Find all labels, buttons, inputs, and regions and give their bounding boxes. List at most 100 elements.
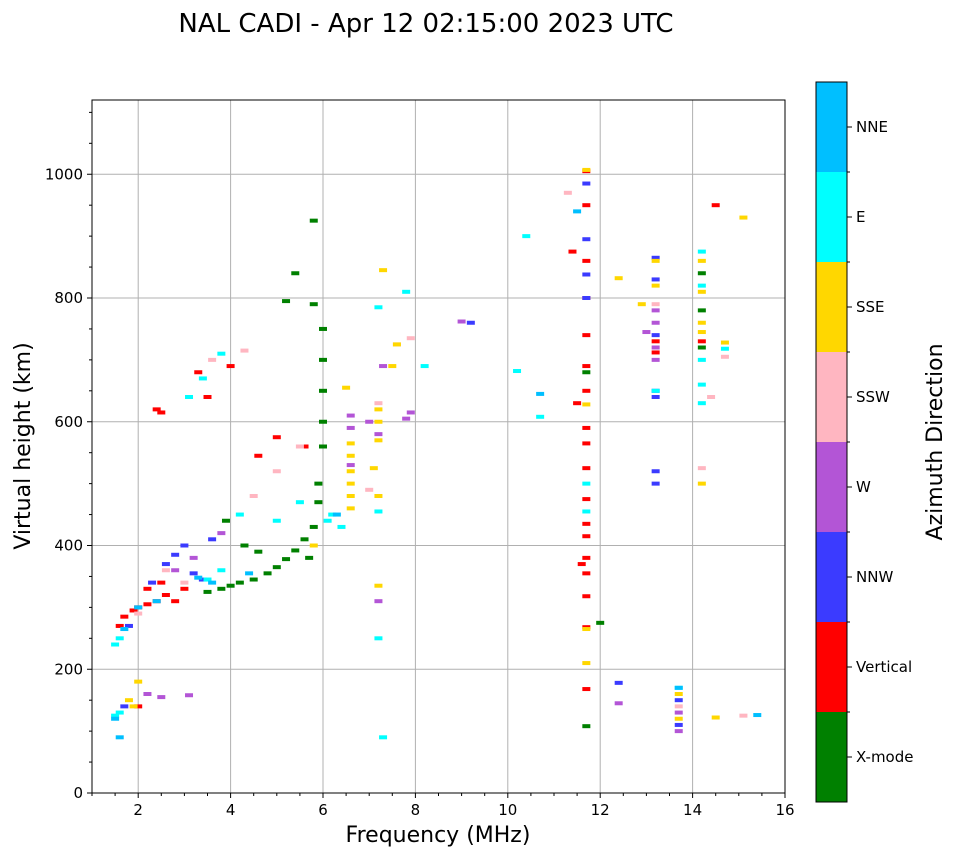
colorbar-segment [816,532,847,622]
data-point [707,395,716,399]
data-point [342,385,351,390]
data-point [291,271,300,276]
series-sse [124,167,748,721]
data-point [379,268,388,273]
data-point [374,599,383,604]
data-point [203,395,212,399]
y-axis-label: Virtual height (km) [11,342,36,549]
data-point [582,534,591,539]
data-point [651,258,660,263]
data-point [720,340,729,345]
data-point [161,568,170,573]
data-point [582,661,591,666]
data-point [637,302,646,307]
data-point [235,580,244,585]
series-w [143,308,683,734]
data-point [582,388,591,393]
data-point [614,276,623,281]
data-point [651,339,660,344]
data-point [319,326,327,331]
colorbar-label: Azimuth Direction [923,343,948,540]
plot-area: 2 4 6 8 10 12 14 16 0 200 400 600 800 1000 [45,99,795,819]
data-point [406,410,415,415]
data-point [374,636,383,641]
data-point [674,698,683,703]
y-tick-label: 400 [54,537,83,555]
data-point [651,283,660,288]
data-point [217,586,226,591]
colorbar-segment [816,442,847,532]
data-point [111,642,120,647]
data-point [148,580,157,585]
data-point [309,302,318,307]
data-point [134,611,143,616]
data-point [573,401,582,406]
data-point [346,413,355,418]
colorbar-tick-label: SSE [856,298,885,316]
data-point [697,249,706,254]
data-point [697,320,706,325]
y-tick-label: 600 [54,413,83,431]
series-x-mode [203,218,706,729]
data-point [536,391,545,396]
y-tick-label: 0 [73,784,83,802]
data-point [739,215,748,220]
series-nne [111,209,762,740]
data-point [522,234,531,239]
data-point [582,203,591,208]
colorbar-segment [816,262,847,352]
colorbar-tick-label: SSW [856,388,890,406]
data-point [697,308,706,313]
data-point [582,364,591,369]
data-point [134,605,143,610]
data-point [720,346,729,351]
data-point [674,722,683,727]
data-point [697,258,706,263]
data-point [582,272,591,277]
data-point [582,167,591,172]
data-point [674,692,683,696]
data-point [134,704,143,709]
data-point [369,466,378,471]
data-point [319,388,327,393]
data-point [392,342,401,347]
data-point [651,395,660,399]
data-point [406,336,415,341]
x-tick-label: 12 [591,801,610,819]
data-point [245,571,254,576]
data-point [674,716,683,721]
data-point [282,557,291,562]
colorbar-segment [816,352,847,442]
data-point [346,494,355,498]
data-point [651,333,660,338]
data-point [582,497,591,502]
data-point [651,388,660,393]
data-point [346,469,355,474]
data-point [272,518,281,523]
data-point [582,687,591,692]
data-point [379,735,388,740]
data-point [651,345,660,350]
colorbar-tick-label: X-mode [856,748,913,766]
data-point [203,589,212,594]
data-point [420,364,429,369]
data-point [208,580,217,585]
data-point [563,190,572,195]
data-point [739,713,748,718]
data-point [189,571,198,576]
data-point [402,416,411,421]
x-tick-label: 16 [775,801,794,819]
data-point [272,469,281,474]
data-point [582,509,591,514]
y-axis-ticks: 0 200 400 600 800 1000 [45,111,92,802]
data-point [346,453,355,458]
data-point [180,543,189,548]
data-point [697,382,706,387]
data-point [120,614,129,619]
data-point [457,319,466,324]
data-point [582,402,591,407]
data-point [582,425,591,430]
data-point [582,724,591,729]
data-point [115,710,124,715]
data-point [129,608,138,613]
